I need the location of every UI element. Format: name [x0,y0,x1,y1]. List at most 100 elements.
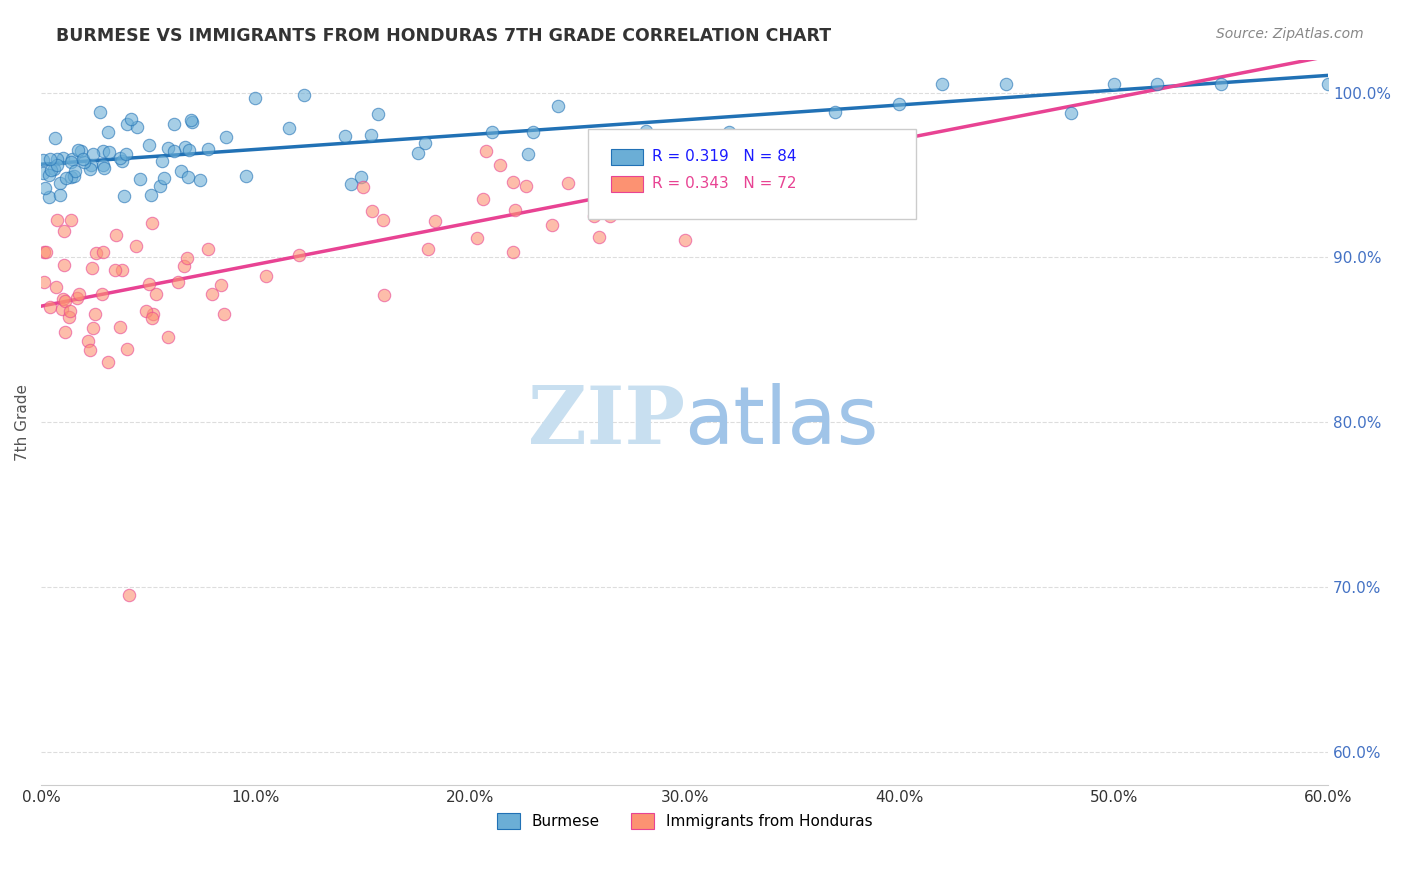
Point [93,161,115,175]
Point [52,224,75,238]
Point [163,144,186,158]
Point [673,233,696,247]
Point [188,173,211,187]
Point [32,166,55,180]
Point [149,178,172,193]
Point [38,190,60,204]
Point [105,228,128,243]
Point [170,163,193,178]
Point [1060,106,1083,120]
Point [416,242,439,256]
Point [373,288,395,302]
Point [112,188,135,202]
Point [114,147,136,161]
Point [82,321,104,335]
Point [522,125,544,139]
Point [340,178,363,192]
Text: BURMESE VS IMMIGRANTS FROM HONDURAS 7TH GRADE CORRELATION CHART: BURMESE VS IMMIGRANTS FROM HONDURAS 7TH … [56,27,831,45]
Point [156,141,179,155]
Point [371,213,394,227]
Point [32,275,55,289]
Point [44,162,66,177]
Point [180,113,202,128]
Bar [612,177,644,193]
Point [104,263,127,277]
Point [70,144,93,158]
Text: atlas: atlas [685,384,879,461]
Point [488,158,510,172]
Text: R = 0.319   N = 84: R = 0.319 N = 84 [652,149,797,163]
Point [583,186,606,200]
Point [157,330,180,344]
Point [1102,78,1125,92]
Point [167,275,190,289]
Point [406,146,429,161]
Point [254,269,277,284]
Point [177,170,200,185]
Point [481,124,503,138]
Point [46,152,69,166]
Point [277,121,299,136]
Point [515,178,537,193]
Point [995,78,1018,92]
Point [39,300,62,314]
Point [475,145,498,159]
Point [583,210,606,224]
Point [41,163,63,178]
Point [292,87,315,102]
Point [333,128,356,143]
Point [141,311,163,326]
Point [245,91,267,105]
Point [117,117,139,131]
Point [91,158,114,172]
Point [67,143,90,157]
Point [32,244,55,259]
Point [38,168,60,182]
Point [352,180,374,194]
Point [465,230,488,244]
Point [235,169,257,183]
Point [46,213,69,227]
Point [138,138,160,153]
Point [67,286,90,301]
Point [630,168,652,182]
Point [150,154,173,169]
Point [931,78,953,92]
Point [361,204,384,219]
Point [367,107,389,121]
Point [163,117,186,131]
Point [52,151,75,165]
Point [60,212,83,227]
Point [108,320,131,334]
Point [51,301,73,316]
Point [49,176,72,190]
Text: R = 0.343   N = 72: R = 0.343 N = 72 [652,176,797,191]
Point [612,136,634,151]
Point [58,310,80,325]
Point [35,244,58,259]
Point [1146,78,1168,92]
Point [181,115,204,129]
Point [215,130,238,145]
Point [80,158,103,172]
Point [547,99,569,113]
Point [59,304,82,318]
Point [52,292,75,306]
Point [887,97,910,112]
Point [66,291,89,305]
Point [98,145,121,159]
Point [60,155,83,169]
Point [139,188,162,202]
Point [44,131,66,145]
Point [34,180,56,194]
Point [111,263,134,277]
Point [471,193,494,207]
Point [89,105,111,120]
Point [557,176,579,190]
Point [45,158,67,172]
Point [176,252,198,266]
Point [212,307,235,321]
Point [173,140,195,154]
Point [97,354,120,368]
Point [1209,78,1232,92]
